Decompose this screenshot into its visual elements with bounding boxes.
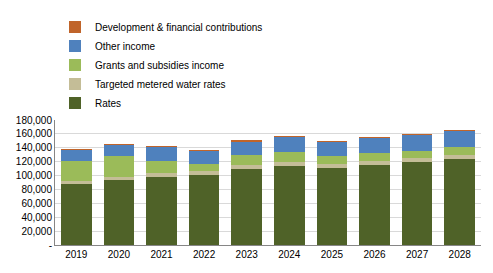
svg-text:140,000: 140,000 <box>16 142 53 153</box>
svg-text:Other income: Other income <box>95 41 155 52</box>
svg-text:80,000: 80,000 <box>21 184 52 195</box>
svg-text:2020: 2020 <box>108 249 131 260</box>
svg-text:2024: 2024 <box>278 249 301 260</box>
svg-text:Rates: Rates <box>95 98 121 109</box>
svg-text:2023: 2023 <box>236 249 259 260</box>
svg-text:20,000: 20,000 <box>21 226 52 237</box>
svg-text:160,000: 160,000 <box>16 128 53 139</box>
svg-text:2027: 2027 <box>406 249 429 260</box>
svg-text:2026: 2026 <box>363 249 386 260</box>
svg-text:-: - <box>49 240 52 251</box>
svg-text:40,000: 40,000 <box>21 212 52 223</box>
svg-text:Targeted metered water rates: Targeted metered water rates <box>95 79 226 90</box>
svg-text:2022: 2022 <box>193 249 216 260</box>
svg-text:60,000: 60,000 <box>21 198 52 209</box>
svg-text:180,000: 180,000 <box>16 115 53 126</box>
svg-text:Development & financial contri: Development & financial contributions <box>95 22 262 33</box>
svg-text:Grants and subsidies income: Grants and subsidies income <box>95 60 224 71</box>
svg-text:2025: 2025 <box>321 249 344 260</box>
svg-text:2021: 2021 <box>150 249 173 260</box>
svg-text:100,000: 100,000 <box>16 170 53 181</box>
svg-text:2028: 2028 <box>449 249 472 260</box>
svg-text:2019: 2019 <box>65 249 88 260</box>
svg-text:120,000: 120,000 <box>16 156 53 167</box>
